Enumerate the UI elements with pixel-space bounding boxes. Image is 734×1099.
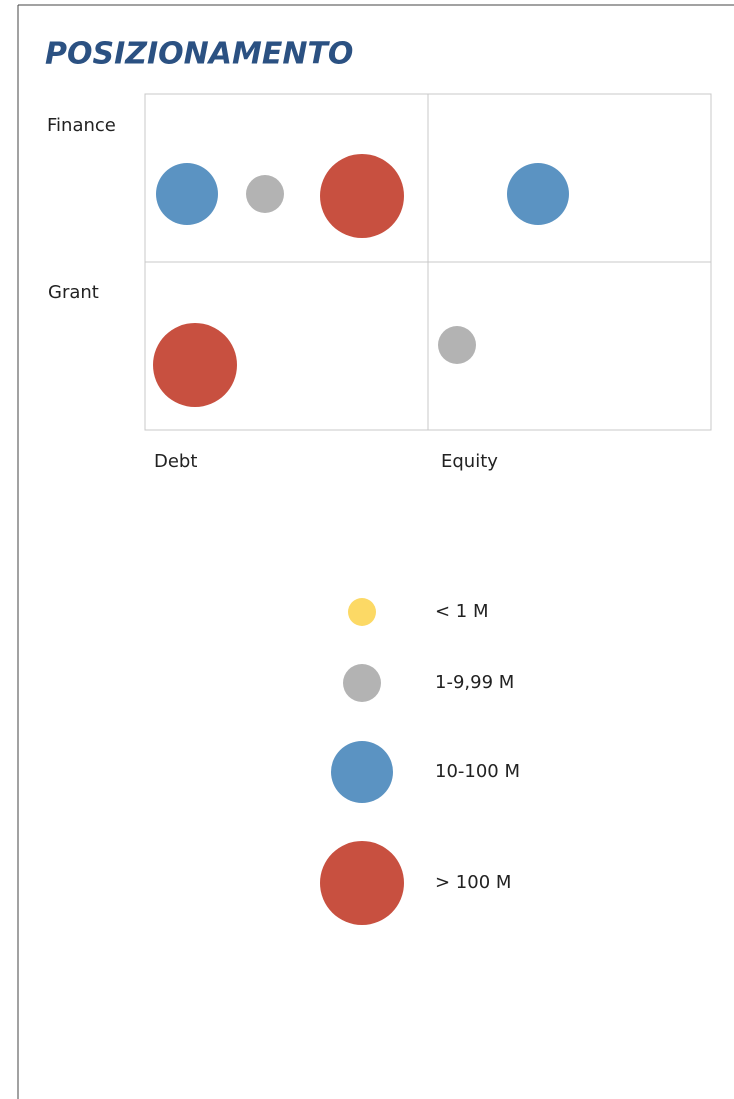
legend-swatch (331, 741, 393, 803)
row-label: Finance (47, 115, 116, 136)
bubble (153, 323, 237, 407)
bubble (246, 175, 284, 213)
bubble (507, 163, 569, 225)
bubble (156, 163, 218, 225)
legend-label: 1-9,99 M (435, 672, 514, 693)
legend-swatch (348, 598, 376, 626)
row-label: Grant (48, 282, 99, 303)
legend-label: > 100 M (435, 872, 511, 893)
legend-label: 10-100 M (435, 761, 520, 782)
legend-swatch (343, 664, 381, 702)
title: POSIZIONAMENTO (45, 37, 353, 72)
bubble (438, 326, 476, 364)
column-label: Equity (441, 451, 498, 472)
legend-label: < 1 M (435, 601, 489, 622)
bubble (320, 154, 404, 238)
legend-swatch (320, 841, 404, 925)
column-label: Debt (154, 451, 197, 472)
